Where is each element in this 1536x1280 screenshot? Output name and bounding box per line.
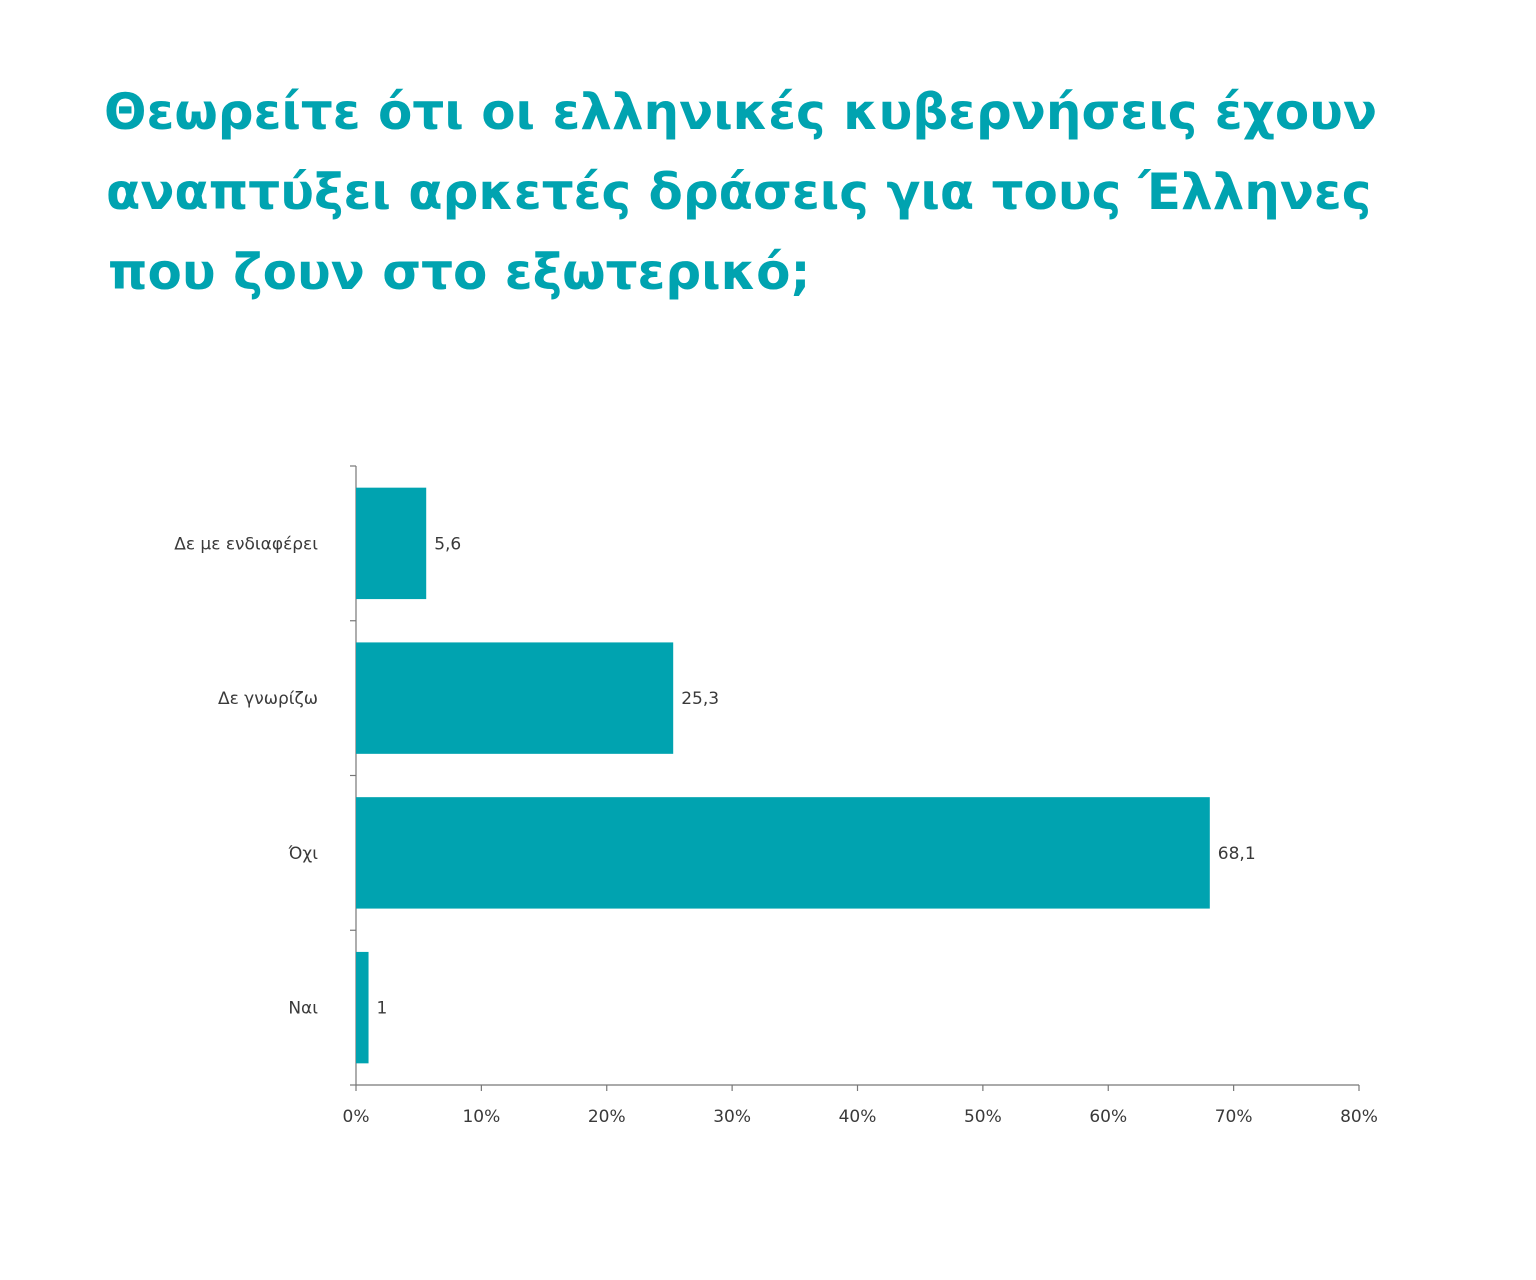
chart-labels: 0% 10% 20% 30% 40% 50% 60% 70% 80% 5,6 Δε με ενδια… <box>174 534 1378 1127</box>
x-tick-label: 70% <box>1215 1107 1253 1127</box>
x-tick-label: 10% <box>462 1107 500 1127</box>
x-tick-label: 40% <box>839 1107 877 1127</box>
data-label: 5,6 <box>434 534 461 554</box>
category-label: Όχι <box>288 844 319 864</box>
bar <box>356 797 1210 909</box>
chart-title-line-1: Θεωρείτε ότι οι ελληνικές κυβερνήσεις έχ… <box>104 83 1377 141</box>
chart-title-line-2: αναπτύξει αρκετές δράσεις για τους Έλλην… <box>106 163 1372 221</box>
category-label: Δε με ενδιαφέρει <box>174 534 318 554</box>
chart-bars <box>356 487 1210 1064</box>
x-tick-label: 20% <box>588 1107 626 1127</box>
bar <box>356 642 674 754</box>
x-tick-label: 80% <box>1340 1107 1378 1127</box>
x-tick-label: 60% <box>1089 1107 1127 1127</box>
data-label: 25,3 <box>681 689 719 709</box>
data-label: 1 <box>377 999 388 1019</box>
chart-title-line-3: που ζουν στο εξωτερικό; <box>108 243 811 301</box>
x-tick-label: 30% <box>713 1107 751 1127</box>
x-tick-label: 0% <box>343 1107 370 1127</box>
bar <box>356 951 369 1064</box>
category-label: Ναι <box>288 999 318 1019</box>
chart-title: Θεωρείτε ότι οι ελληνικές κυβερνήσεις έχ… <box>104 72 1404 312</box>
chart-axes <box>350 465 1360 1091</box>
category-label: Δε γνωρίζω <box>218 689 318 709</box>
data-label: 68,1 <box>1218 844 1256 864</box>
x-tick-label: 50% <box>964 1107 1002 1127</box>
bar <box>356 487 427 600</box>
